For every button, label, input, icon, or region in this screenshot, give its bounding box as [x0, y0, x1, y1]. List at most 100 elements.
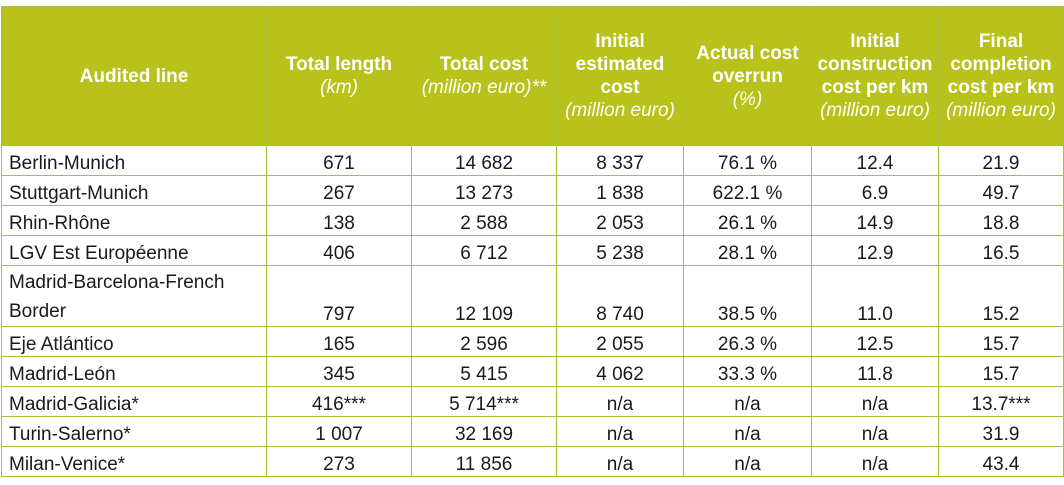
- table-cell: 2 596: [411, 326, 557, 357]
- table-cell: n/a: [811, 416, 939, 447]
- table-cell: 15.7: [938, 356, 1064, 387]
- table-cell: 165: [266, 326, 412, 357]
- column-header-unit: (million euro)**: [421, 77, 547, 98]
- table-cell: 797: [266, 265, 412, 327]
- table-row: Madrid-Galicia* 416*** 5 714*** n/a n/a n/a 13…: [1, 386, 1064, 417]
- column-header-title: Audited line: [79, 65, 189, 87]
- table-cell: 2 588: [411, 205, 557, 236]
- table-row: LGV Est Européenne 406 6 712 5 238 28.1 % 12.…: [1, 235, 1064, 266]
- column-header-unit: (%): [732, 88, 763, 110]
- table-cell: 21.9: [938, 145, 1064, 176]
- column-header-title: Initial construction cost per km: [817, 31, 933, 98]
- table-cell: 5 238: [556, 235, 684, 266]
- table-cell: 26.3 %: [683, 326, 812, 357]
- table-cell: n/a: [556, 386, 684, 417]
- table-cell: n/a: [811, 386, 939, 417]
- table-cell: n/a: [683, 416, 812, 447]
- table-cell: 6.9: [811, 175, 939, 206]
- table-cell: 49.7: [938, 175, 1064, 206]
- table-cell: 15.7: [938, 326, 1064, 357]
- column-header-unit: (million euro): [565, 100, 675, 121]
- table-cell: 5 415: [411, 356, 557, 387]
- table-cell: 273: [266, 446, 412, 477]
- table-row: Rhin-Rhône 138 2 588 2 053 26.1 % 14.9 18.8: [1, 205, 1064, 236]
- column-header-title: Total length: [285, 54, 393, 75]
- table-cell: 38.5 %: [683, 265, 812, 327]
- table-cell: n/a: [683, 386, 812, 417]
- table-cell: 26.1 %: [683, 205, 812, 236]
- table-cell: 13 273: [411, 175, 557, 206]
- table-cell: 1 007: [266, 416, 412, 447]
- table-header: Audited line Total length (km) Total cost (m…: [1, 6, 1064, 146]
- table-cell: 6 712: [411, 235, 557, 266]
- table-cell: 5 714***: [411, 386, 557, 417]
- line-name-cell: Stuttgart-Munich: [1, 175, 267, 206]
- table-cell: 1 838: [556, 175, 684, 206]
- table-cell: 18.8: [938, 205, 1064, 236]
- table-cell: 267: [266, 175, 412, 206]
- table-row: Madrid-León 345 5 415 4 062 33.3 % 11.8 15.7: [1, 356, 1064, 387]
- table-cell: 4 062: [556, 356, 684, 387]
- table-cell: 76.1 %: [683, 145, 812, 176]
- column-header-unit: (km): [320, 77, 358, 98]
- header-row: Audited line Total length (km) Total cost (m…: [1, 6, 1064, 146]
- table-row: Eje Atlántico 165 2 596 2 055 26.3 % 12.5 15.7: [1, 326, 1064, 357]
- table-cell: 12 109: [411, 265, 557, 327]
- line-name-cell: Madrid-León: [1, 356, 267, 387]
- line-name-cell: Eje Atlántico: [1, 326, 267, 357]
- table-cell: n/a: [556, 416, 684, 447]
- line-name-cell: Milan-Venice*: [1, 446, 267, 477]
- table-cell: 15.2: [938, 265, 1064, 327]
- table-cell: 43.4: [938, 446, 1064, 477]
- column-header: Actual cost overrun (%): [683, 6, 812, 146]
- table-cell: 11.0: [811, 265, 939, 327]
- column-header-title: Final completion cost per km: [947, 31, 1055, 98]
- table-cell: 345: [266, 356, 412, 387]
- table-cell: 12.9: [811, 235, 939, 266]
- table-cell: 12.4: [811, 145, 939, 176]
- line-name-cell: Rhin-Rhône: [1, 205, 267, 236]
- table-cell: 28.1 %: [683, 235, 812, 266]
- table-cell: 33.3 %: [683, 356, 812, 387]
- table-cell: 8 337: [556, 145, 684, 176]
- column-header: Audited line: [1, 6, 267, 146]
- line-name-cell: Madrid-Galicia*: [1, 386, 267, 417]
- column-header-title: Total cost: [439, 54, 529, 75]
- column-header: Initial construction cost per km (million…: [811, 6, 939, 146]
- column-header-unit: (million euro): [820, 100, 930, 121]
- line-name-cell: Berlin-Munich: [1, 145, 267, 176]
- table-row: Turin-Salerno* 1 007 32 169 n/a n/a n/a 31.9: [1, 416, 1064, 447]
- table-cell: 11.8: [811, 356, 939, 387]
- table-cell: n/a: [811, 446, 939, 477]
- table-row: Madrid-Barcelona-French Border 797 12 109 8…: [1, 265, 1064, 327]
- table-cell: 406: [266, 235, 412, 266]
- table-cell: 8 740: [556, 265, 684, 327]
- table-cell: 16.5: [938, 235, 1064, 266]
- table-cell: 32 169: [411, 416, 557, 447]
- line-name-cell: Madrid-Barcelona-French Border: [1, 265, 267, 327]
- table-cell: 2 055: [556, 326, 684, 357]
- table-cell: 12.5: [811, 326, 939, 357]
- table-body: Berlin-Munich 671 14 682 8 337 76.1 % 12.4 21.…: [1, 145, 1064, 477]
- table-row: Stuttgart-Munich 267 13 273 1 838 622.1 % 6.9…: [1, 175, 1064, 206]
- column-header-title: Actual cost overrun: [696, 42, 799, 87]
- audited-lines-table: Audited line Total length (km) Total cost (m…: [1, 6, 1064, 477]
- column-header: Final completion cost per km (million eur…: [938, 6, 1064, 146]
- table-cell: 671: [266, 145, 412, 176]
- table-row: Milan-Venice* 273 11 856 n/a n/a n/a 43.4: [1, 446, 1064, 477]
- column-header: Total length (km): [266, 6, 412, 146]
- table-cell: 13.7***: [938, 386, 1064, 417]
- table-cell: 14.9: [811, 205, 939, 236]
- column-header: Total cost (million euro)**: [411, 6, 557, 146]
- table-cell: 622.1 %: [683, 175, 812, 206]
- table-cell: 2 053: [556, 205, 684, 236]
- table-cell: 31.9: [938, 416, 1064, 447]
- table-cell: n/a: [556, 446, 684, 477]
- table-cell: 138: [266, 205, 412, 236]
- column-header-unit: (million euro): [946, 100, 1056, 121]
- table-cell: 11 856: [411, 446, 557, 477]
- table-cell: 416***: [266, 386, 412, 417]
- table-cell: 14 682: [411, 145, 557, 176]
- table-row: Berlin-Munich 671 14 682 8 337 76.1 % 12.4 21.…: [1, 145, 1064, 176]
